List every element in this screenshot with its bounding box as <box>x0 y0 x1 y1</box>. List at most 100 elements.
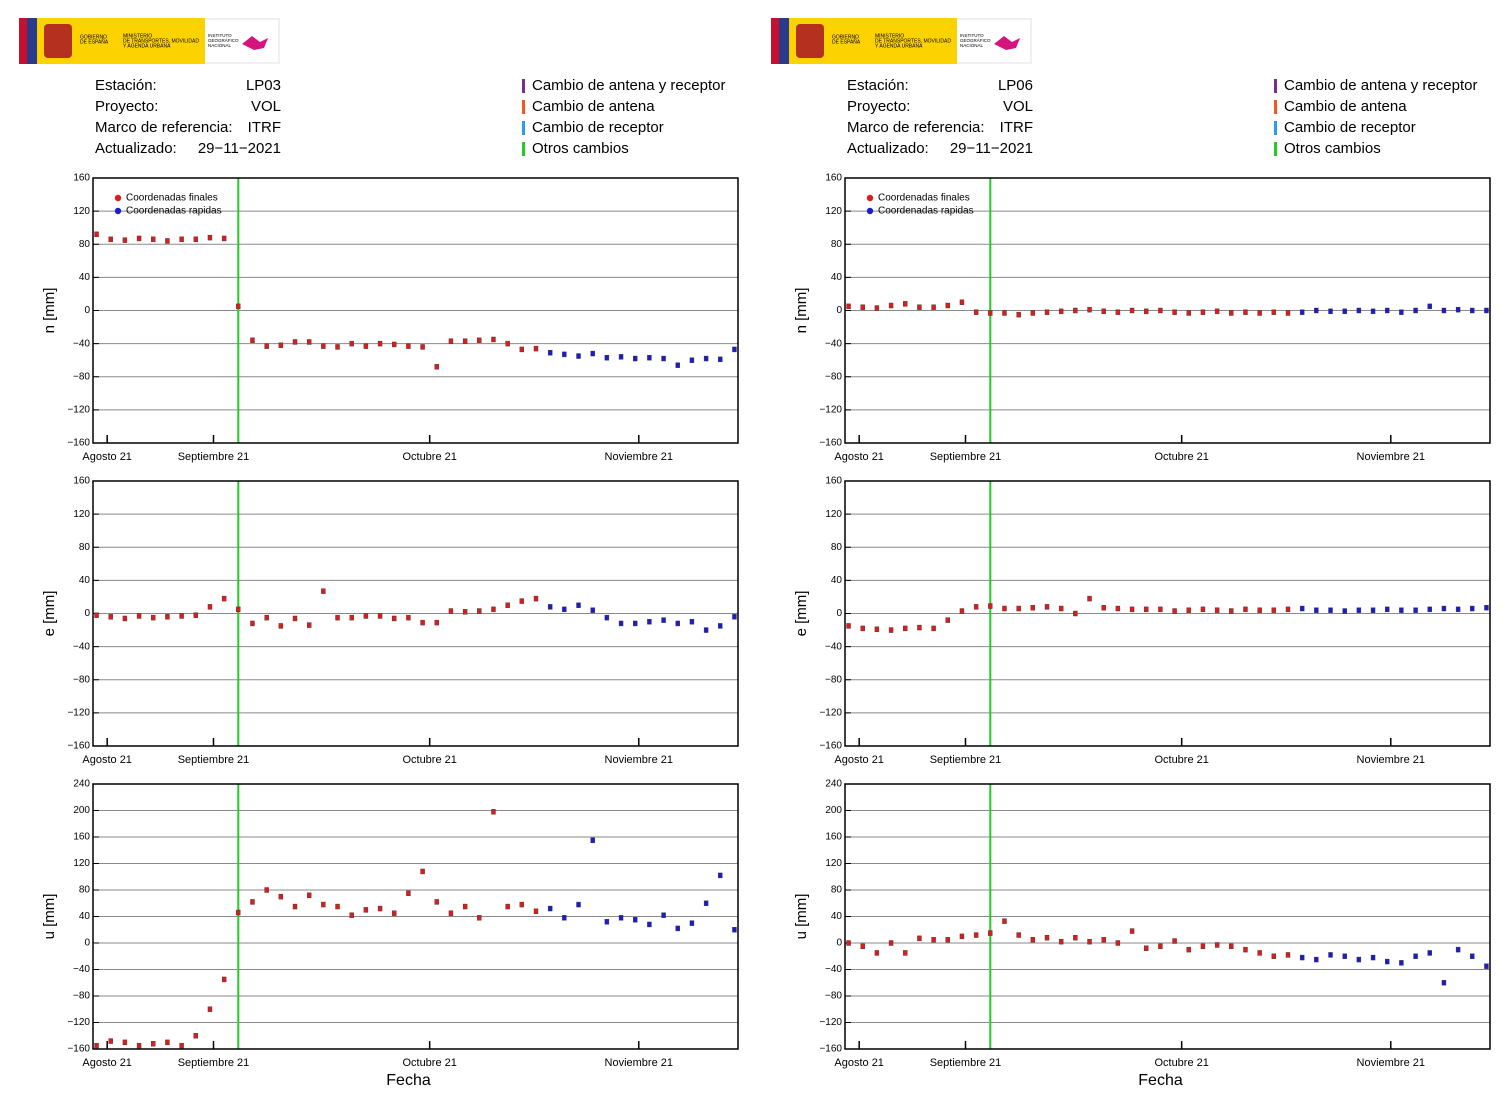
logo-text: Y AGENDA URBANA <box>875 43 923 49</box>
data-point <box>874 950 880 956</box>
field-label: Estación: <box>95 77 157 94</box>
data-point <box>1229 310 1234 316</box>
data-point <box>1328 952 1333 958</box>
y-tick-label: 240 <box>73 779 90 790</box>
y-tick-label: 160 <box>825 476 842 487</box>
data-point <box>221 595 227 602</box>
y-tick-label: −160 <box>67 741 90 752</box>
data-point <box>321 588 326 594</box>
y-tick-label: −120 <box>819 708 842 719</box>
legend-label: Coordenadas rapidas <box>126 206 222 217</box>
data-point <box>1101 308 1106 315</box>
x-tick-label: Septiembre 21 <box>178 1057 250 1069</box>
data-point <box>703 355 709 362</box>
data-point <box>1101 936 1106 943</box>
data-point <box>108 1038 113 1044</box>
data-point <box>1285 952 1291 958</box>
data-point <box>108 614 113 620</box>
logo-mark <box>994 36 1020 50</box>
data-point <box>945 617 950 623</box>
legend-label: Coordenadas finales <box>126 193 218 204</box>
data-point <box>250 620 255 627</box>
data-point <box>1200 309 1206 315</box>
data-point <box>236 909 241 916</box>
y-tick-label: 40 <box>79 575 91 586</box>
data-point <box>448 608 454 614</box>
data-point <box>1016 932 1021 938</box>
data-point <box>1370 308 1376 315</box>
data-point <box>973 604 979 610</box>
data-point <box>1115 940 1121 946</box>
data-point <box>874 305 880 311</box>
data-point <box>335 903 340 910</box>
data-point <box>604 614 610 621</box>
legend-marker <box>866 194 874 202</box>
x-tick-label: Octubre 21 <box>402 1057 456 1069</box>
data-point <box>1073 935 1078 941</box>
data-point <box>477 337 482 344</box>
data-point <box>1484 963 1489 969</box>
field-label: Proyecto: <box>95 98 158 115</box>
data-point <box>349 912 354 918</box>
data-point <box>1044 309 1050 315</box>
y-tick-label: 120 <box>825 509 842 520</box>
logo-text: DE TRANSPORTES, MOVILIDAD <box>123 38 199 44</box>
data-point <box>151 1040 156 1047</box>
y-tick-label: 160 <box>825 173 842 184</box>
data-point <box>477 915 482 921</box>
data-point <box>689 357 695 363</box>
data-point <box>703 627 709 633</box>
data-point <box>1129 307 1135 314</box>
data-point <box>1101 605 1106 611</box>
data-point <box>661 617 666 623</box>
data-point <box>1441 980 1447 986</box>
logo-emblem <box>44 24 72 58</box>
data-point <box>363 343 369 349</box>
y-tick-label: −80 <box>825 674 842 685</box>
data-point <box>420 619 425 626</box>
y-tick-label: −120 <box>67 1017 90 1028</box>
logo-emblem <box>796 24 824 58</box>
field-value: VOL <box>251 98 281 115</box>
change-legend-label: Otros cambios <box>1284 140 1381 157</box>
data-point <box>491 336 496 343</box>
field-label: Proyecto: <box>847 98 910 115</box>
data-point <box>1356 307 1362 314</box>
data-point <box>1413 953 1418 959</box>
change-legend-swatch <box>522 100 525 114</box>
data-point <box>264 887 269 893</box>
x-tick-label: Agosto 21 <box>82 754 132 766</box>
logo-flag <box>27 18 37 64</box>
logo-text: MINISTERIO <box>123 33 152 39</box>
data-point <box>675 925 680 932</box>
logo-text: DE TRANSPORTES, MOVILIDAD <box>875 38 951 44</box>
data-point <box>193 612 198 618</box>
x-tick-label: Agosto 21 <box>82 1057 132 1069</box>
data-point <box>860 625 865 632</box>
data-point <box>392 615 397 622</box>
data-point <box>519 598 525 604</box>
data-point <box>392 910 397 916</box>
plot-frame <box>92 783 739 1050</box>
data-point <box>377 340 383 347</box>
data-point <box>221 976 227 983</box>
y-tick-label: −40 <box>825 964 842 975</box>
data-point <box>250 337 255 344</box>
data-point <box>1399 309 1404 315</box>
change-legend-swatch <box>1274 121 1277 135</box>
data-point <box>1470 953 1475 959</box>
y-axis-label: u [mm] <box>793 894 810 940</box>
logo-flag <box>779 18 789 64</box>
field-value: ITRF <box>248 119 281 136</box>
field-value: VOL <box>1003 98 1033 115</box>
data-point <box>236 606 241 613</box>
data-point <box>165 1039 170 1046</box>
data-point <box>1385 958 1390 965</box>
data-point <box>1172 309 1177 315</box>
data-point <box>1285 606 1291 613</box>
y-tick-label: 120 <box>825 206 842 217</box>
data-point <box>1385 606 1390 613</box>
data-point <box>1399 607 1404 613</box>
data-point <box>576 353 581 359</box>
data-point <box>519 901 525 908</box>
